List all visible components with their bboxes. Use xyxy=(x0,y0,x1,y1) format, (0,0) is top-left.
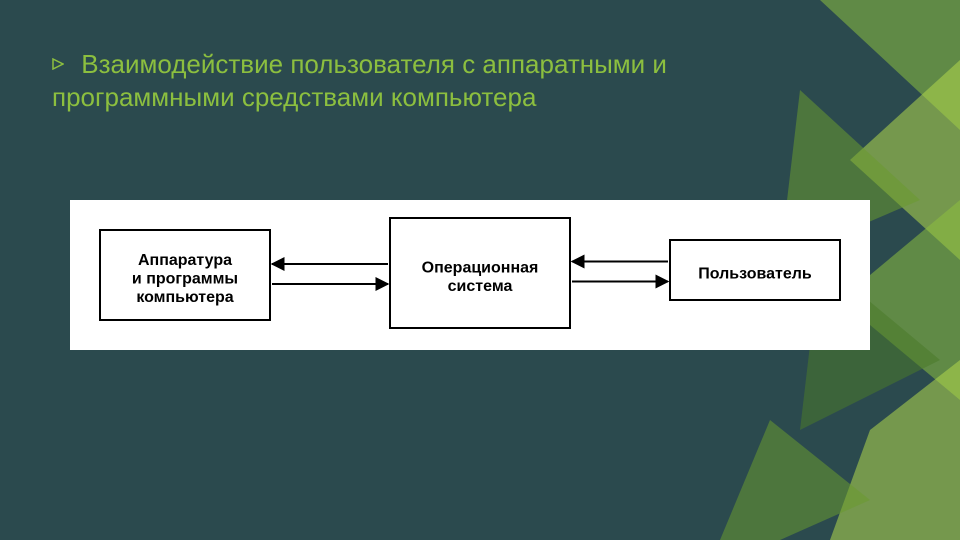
svg-text:компьютера: компьютера xyxy=(136,289,233,306)
diagram: Аппаратура и программыкомпьютера Операцион… xyxy=(70,200,870,350)
svg-text:Пользователь: Пользователь xyxy=(698,266,812,283)
diagram-svg: Аппаратура и программыкомпьютера Операцион… xyxy=(70,200,870,350)
title-text: Взаимодействие пользователя с аппаратным… xyxy=(52,49,667,112)
svg-text:Операционная: Операционная xyxy=(422,259,539,276)
bullet-icon xyxy=(52,58,64,70)
svg-text:система: система xyxy=(448,278,513,295)
svg-text:и программы: и программы xyxy=(132,271,238,288)
svg-text:Аппаратура: Аппаратура xyxy=(138,252,232,269)
slide-title: Взаимодействие пользователя с аппаратным… xyxy=(52,48,760,113)
slide: Взаимодействие пользователя с аппаратным… xyxy=(0,0,960,540)
